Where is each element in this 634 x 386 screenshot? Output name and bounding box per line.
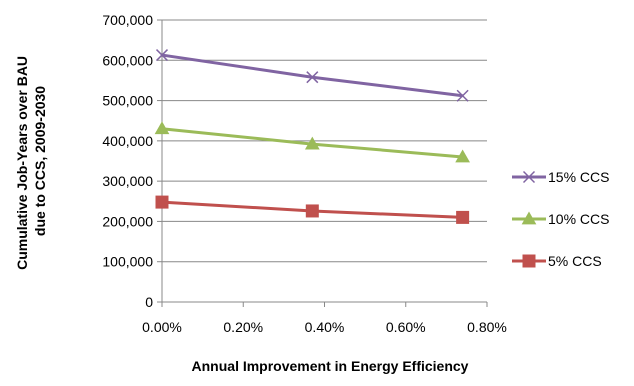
data-point xyxy=(304,136,320,150)
legend-marker xyxy=(522,170,536,184)
data-point xyxy=(456,89,469,102)
legend-label: 5% CCS xyxy=(548,253,602,269)
legend-item: 15% CCS xyxy=(512,169,609,185)
y-axis-title-line-1: Cumulative Job-Years over BAU xyxy=(14,56,30,270)
data-point xyxy=(155,195,169,209)
y-axis-title: Cumulative Job-Years over BAU due to CCS… xyxy=(14,52,48,270)
legend-label: 15% CCS xyxy=(548,169,609,185)
y-axis-ticks: 0 100,000 200,000 300,000 400,000 500,000 600,… xyxy=(102,12,162,310)
series-2 xyxy=(155,195,470,224)
x-tick-label: 0.60% xyxy=(386,319,426,335)
data-point xyxy=(155,49,169,62)
legend: 15% CCS 10% CCS 5% CCS xyxy=(512,169,609,269)
data-point xyxy=(154,121,170,135)
x-tick-label: 0.80% xyxy=(467,319,507,335)
x-axis-ticks: 0.00% 0.20% 0.40% 0.60% 0.80% xyxy=(142,302,507,335)
y-axis-title-line-2: due to CCS, 2009-2030 xyxy=(32,86,48,236)
legend-marker xyxy=(522,254,536,268)
series-line xyxy=(161,53,463,98)
series-0 xyxy=(155,49,469,102)
x-axis-title: Annual Improvement in Energy Efficiency xyxy=(192,358,469,374)
x-tick-label: 0.40% xyxy=(305,319,345,335)
legend-item: 5% CCS xyxy=(512,253,602,269)
gridlines xyxy=(162,19,487,263)
y-tick-label: 700,000 xyxy=(102,12,153,28)
marker-stroke xyxy=(155,49,169,62)
y-tick-label: 100,000 xyxy=(102,254,153,270)
data-point xyxy=(306,71,319,84)
data-point xyxy=(305,204,319,218)
x-tick-label: 0.00% xyxy=(142,319,182,335)
data-point xyxy=(456,210,470,224)
y-tick-label: 500,000 xyxy=(102,93,153,109)
y-tick-label: 300,000 xyxy=(102,173,153,189)
legend-label: 10% CCS xyxy=(548,211,609,227)
y-tick-label: 200,000 xyxy=(102,213,153,229)
y-tick-label: 600,000 xyxy=(102,52,153,68)
legend-item: 10% CCS xyxy=(512,211,609,227)
y-tick-label: 0 xyxy=(145,294,153,310)
marker-stroke xyxy=(456,89,469,102)
data-point xyxy=(455,149,470,163)
series xyxy=(154,49,470,224)
series-1 xyxy=(154,121,470,163)
y-tick-label: 400,000 xyxy=(102,133,153,149)
x-tick-label: 0.20% xyxy=(223,319,263,335)
marker-stroke xyxy=(306,71,319,84)
legend-marker xyxy=(521,211,537,225)
marker-stroke xyxy=(522,170,536,184)
